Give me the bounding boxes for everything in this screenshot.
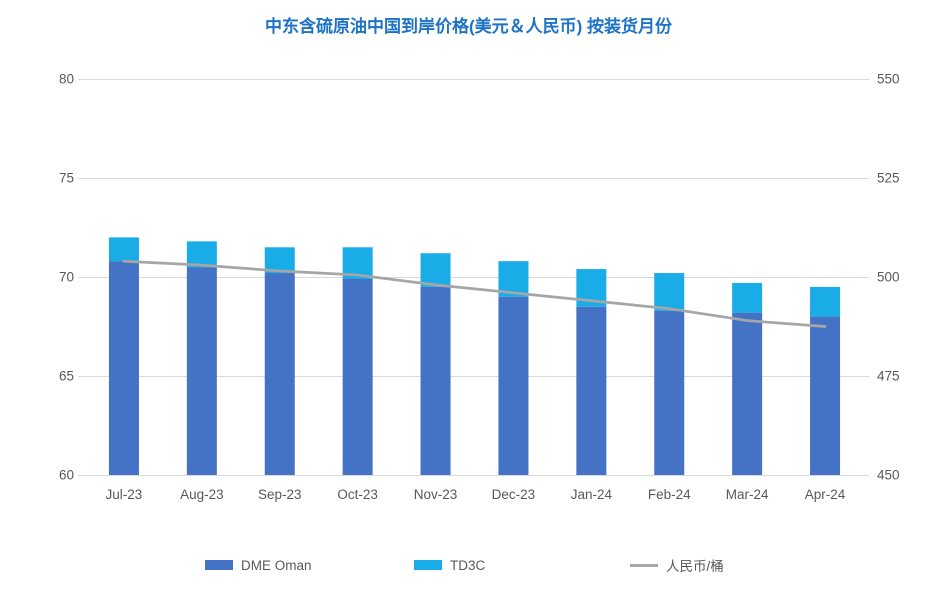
bar-td3c-Nov-23 [420,253,451,287]
legend-label-dme-oman: DME Oman [241,557,312,573]
x-tick-Dec-23: Dec-23 [492,487,536,502]
rmb-per-barrel-line [122,259,827,328]
x-tick-Aug-23: Aug-23 [180,487,224,502]
y-right-tick-500: 500 [877,270,900,285]
x-tick-Sep-23: Sep-23 [258,487,302,502]
bar-dme-oman-Sep-23 [264,273,295,475]
x-tick-Oct-23: Oct-23 [337,487,378,502]
y-left-tick-80: 80 [59,72,74,87]
bar-dme-oman-Jul-23 [108,261,139,475]
legend-label-rmb: 人民币/桶 [666,559,724,574]
bar-dme-oman-Jan-24 [576,306,607,475]
y-right-tick-550: 550 [877,72,900,87]
y-right-tick-450: 450 [877,468,900,483]
bar-dme-oman-Mar-24 [732,312,763,475]
y-right-tick-525: 525 [877,171,900,186]
bar-td3c-Mar-24 [732,282,763,313]
y-left-tick-65: 65 [59,369,74,384]
legend-item-td3c: TD3C [414,556,485,574]
bar-dme-oman-Nov-23 [420,286,451,475]
bar-dme-oman-Apr-24 [810,316,841,475]
bar-td3c-Apr-24 [810,286,841,317]
x-tick-Apr-24: Apr-24 [805,487,846,502]
bar-dme-oman-Dec-23 [498,296,529,475]
y-left-tick-60: 60 [59,468,74,483]
td3c-swatch-icon [414,560,442,570]
bar-td3c-Aug-23 [186,241,217,268]
legend-item-rmb: 人民币/桶 [630,556,724,574]
bar-dme-oman-Aug-23 [186,267,217,475]
y-right-tick-475: 475 [877,369,900,384]
x-tick-Nov-23: Nov-23 [414,487,458,502]
bar-td3c-Jul-23 [108,237,139,262]
chart-title: 中东含硫原油中国到岸价格(美元＆人民币) 按装货月份 [264,17,673,36]
bar-td3c-Sep-23 [264,247,295,274]
legend-label-td3c: TD3C [450,557,486,573]
x-tick-Jan-24: Jan-24 [571,487,613,502]
y-left-tick-75: 75 [59,171,74,186]
bar-td3c-Feb-24 [654,273,685,311]
bar-dme-oman-Feb-24 [654,310,685,475]
x-tick-Mar-24: Mar-24 [726,487,769,502]
legend: DME Oman TD3C 人民币/桶 [0,556,937,578]
legend-item-dme-oman: DME Oman [205,556,312,574]
x-tick-Feb-24: Feb-24 [648,487,691,502]
x-tick-Jul-23: Jul-23 [106,487,143,502]
dme-oman-swatch-icon [205,560,233,570]
rmb-line-swatch-icon [630,563,658,567]
y-left-tick-70: 70 [59,270,74,285]
bar-dme-oman-Oct-23 [342,278,373,475]
